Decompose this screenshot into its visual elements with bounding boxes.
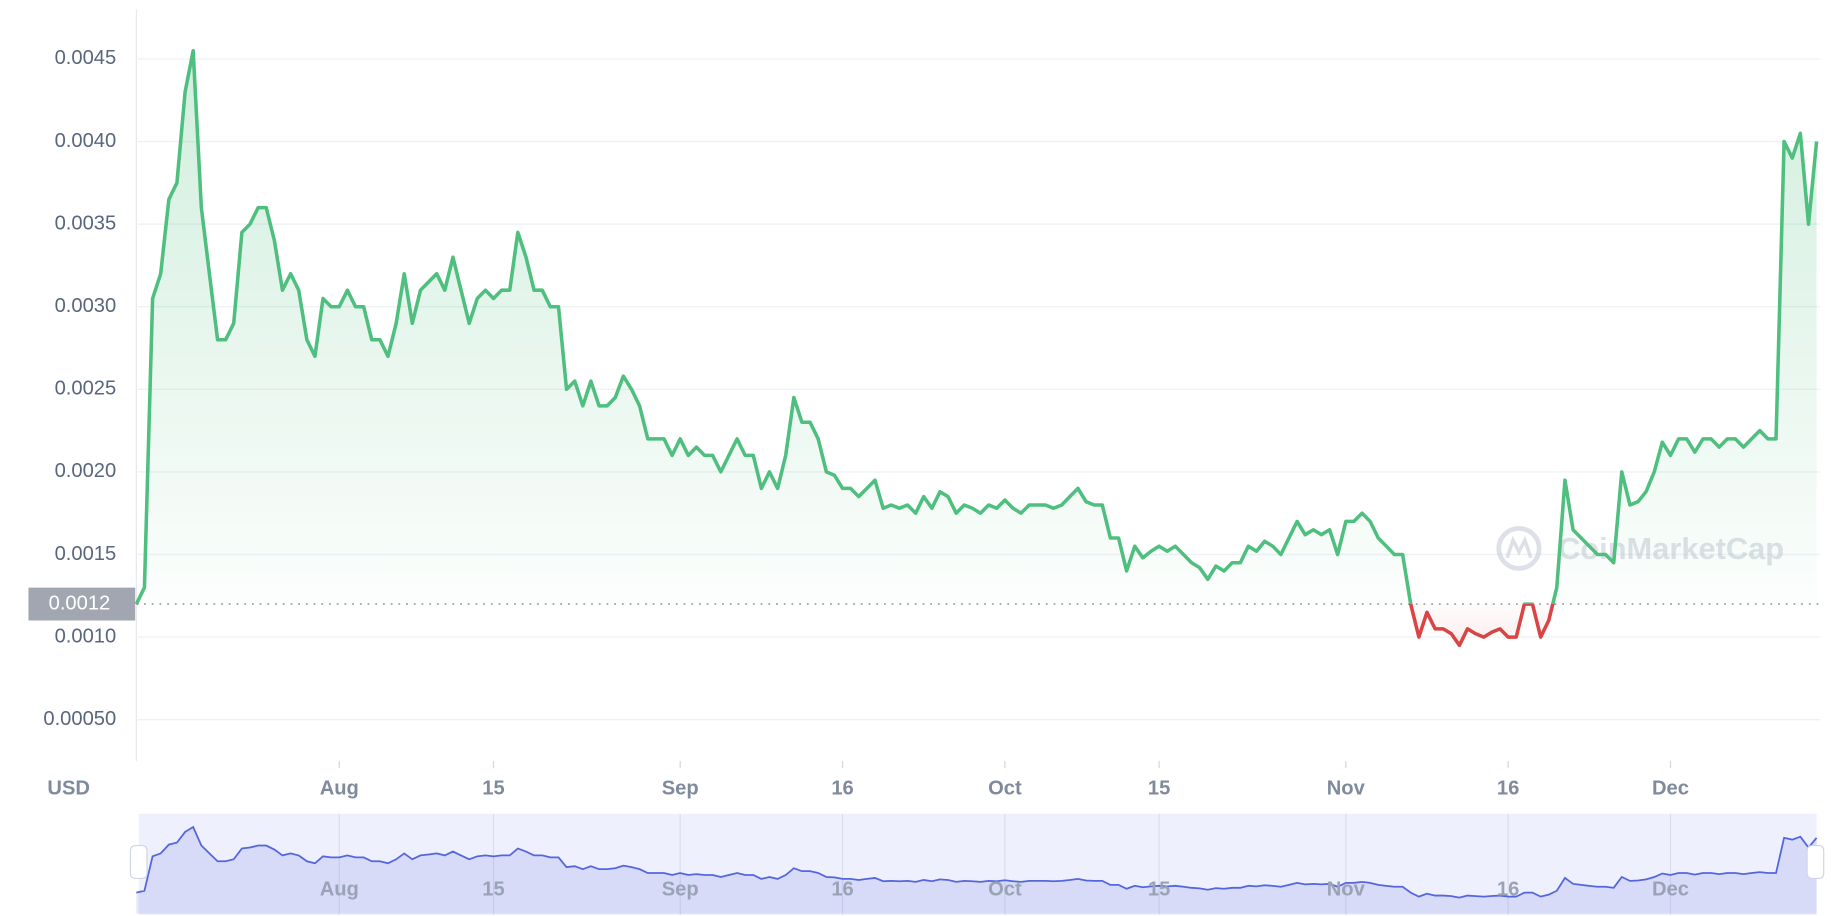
navigator-tick-label: 15 [1148,879,1170,901]
y-tick-label: 0.0045 [55,47,117,69]
x-tick-label: 16 [1497,778,1519,800]
y-tick-label: 0.0010 [55,625,117,647]
navigator-tick-label: 15 [482,879,504,901]
watermark-logo-mark [1505,535,1533,559]
y-tick-label: 0.0035 [55,212,117,234]
y-tick-label: 0.0020 [55,460,117,482]
navigator-handle-right[interactable] [1806,844,1825,880]
navigator-handle-left[interactable] [129,844,148,880]
navigator-tick-label: Nov [1327,879,1366,901]
x-tick-label: Dec [1652,778,1689,800]
price-line [134,48,1819,648]
x-tick-label: Aug [320,778,359,800]
y-tick-label: 0.0030 [55,295,117,317]
navigator-tick-label: 16 [1497,879,1519,901]
navigator-tick-label: Dec [1652,879,1689,901]
x-tick-label: 15 [482,778,504,800]
x-tick-label: Sep [662,778,699,800]
currency-label: USD [47,778,90,800]
y-tick-label: 0.0040 [55,130,117,152]
x-tick-label: Oct [988,778,1022,800]
x-tick-label: Nov [1327,778,1366,800]
y-tick-label: 0.0015 [55,543,117,565]
area [136,50,1817,646]
navigator-tick-label: Oct [988,879,1022,901]
navigator-tick-label: Sep [662,879,699,901]
navigator-tick-label: Aug [320,879,359,901]
watermark-logo [1496,526,1542,571]
y-tick-label: 0.0025 [55,378,117,400]
x-tick-label: 15 [1148,778,1170,800]
navigator-area [136,826,1817,914]
navigator-tick-label: 16 [831,879,853,901]
navigator-background [138,813,1817,915]
navigator-line [136,825,1818,899]
x-tick-label: 16 [831,778,853,800]
y-tick-label: 0.00050 [43,708,116,730]
reference-label: 0.0012 [49,592,111,614]
reference-label-box [28,587,136,621]
